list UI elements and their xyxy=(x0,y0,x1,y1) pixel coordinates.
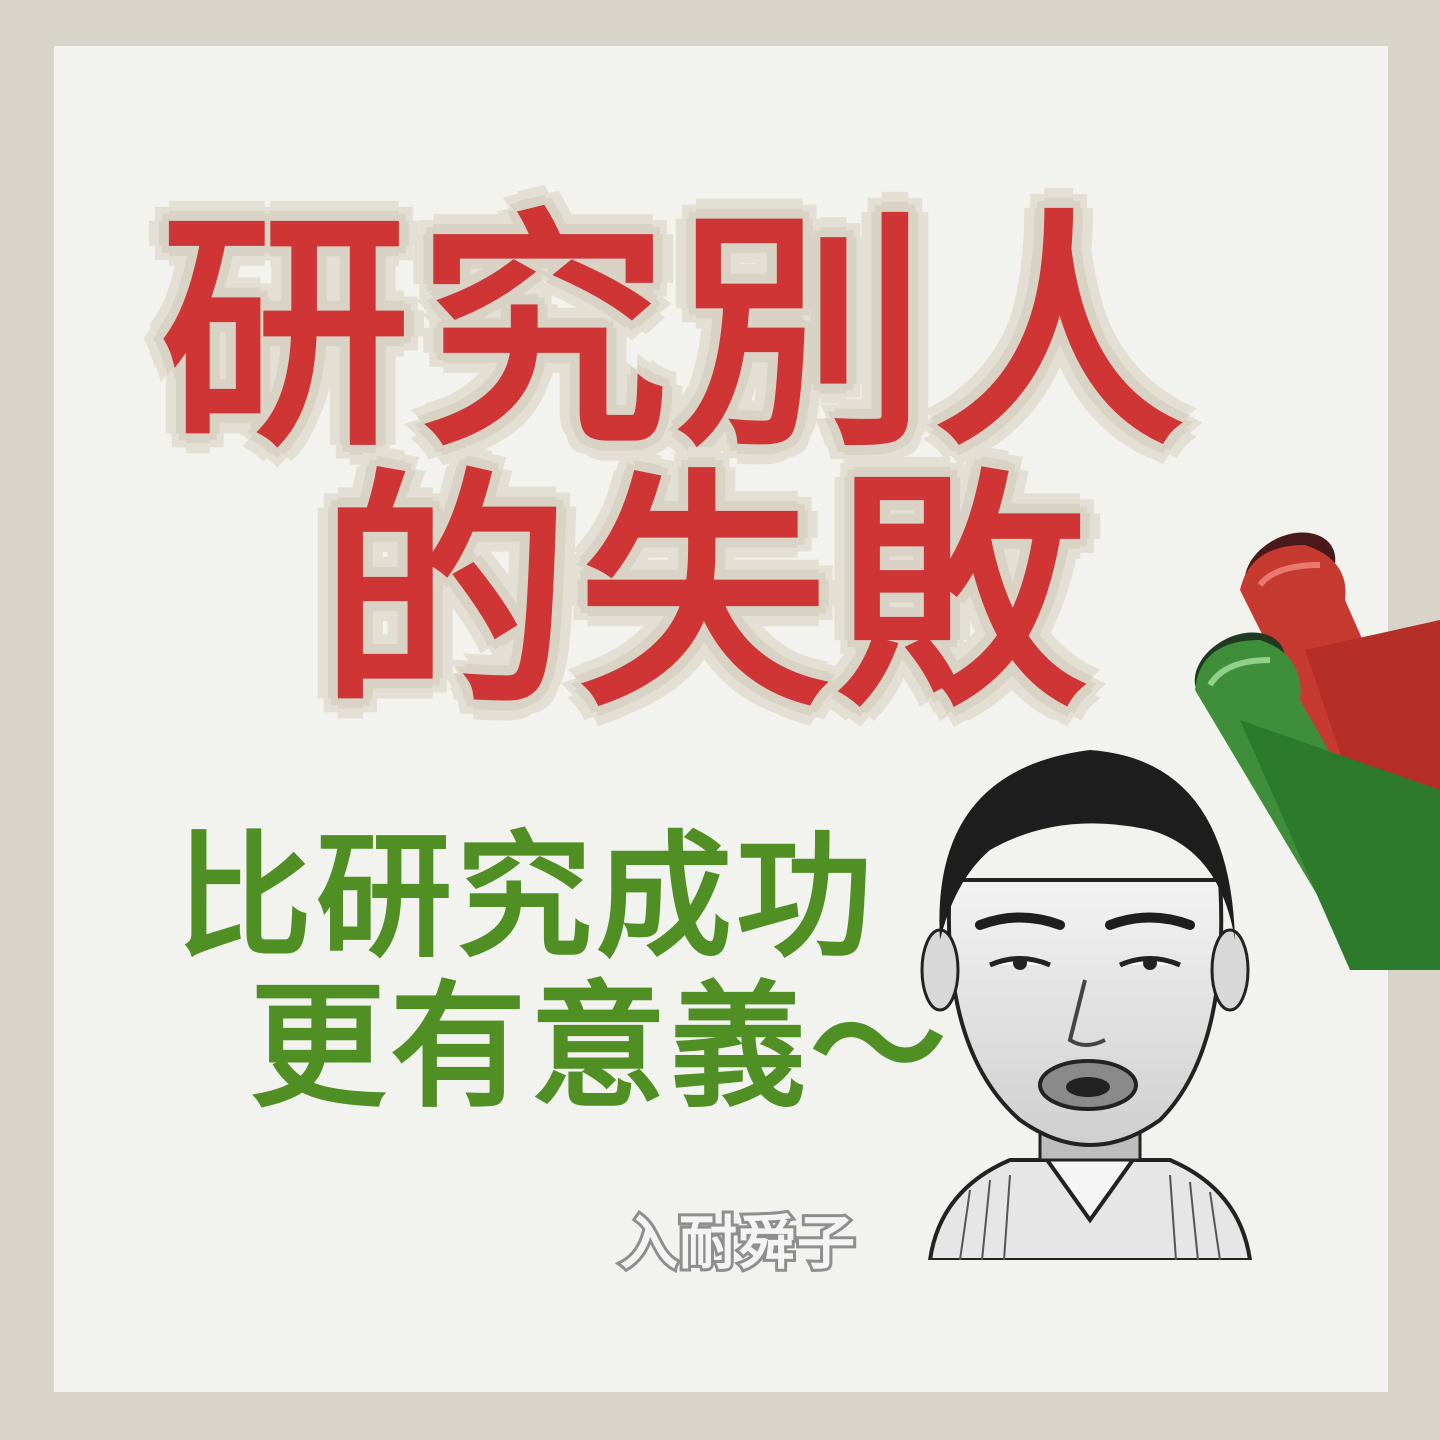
green-marker xyxy=(1194,632,1440,970)
shirt xyxy=(927,1148,1253,1260)
mouth xyxy=(1038,1059,1138,1111)
headline-line-2: 的失敗 xyxy=(319,449,1094,740)
hair xyxy=(939,750,1235,940)
markers-illustration xyxy=(1194,532,1440,970)
nose xyxy=(1067,979,1106,1047)
eyes xyxy=(989,956,1181,970)
headline-line-1: 研究別人 xyxy=(159,189,1192,480)
subheadline-line-1: 比研究成功 xyxy=(176,819,876,977)
face xyxy=(920,878,1250,1147)
artist-signature: 入耐舜子 xyxy=(617,1206,858,1280)
subheadline-line-2: 更有意義～ xyxy=(250,969,950,1127)
eyebrows xyxy=(975,912,1195,930)
portrait-illustration xyxy=(920,750,1253,1260)
